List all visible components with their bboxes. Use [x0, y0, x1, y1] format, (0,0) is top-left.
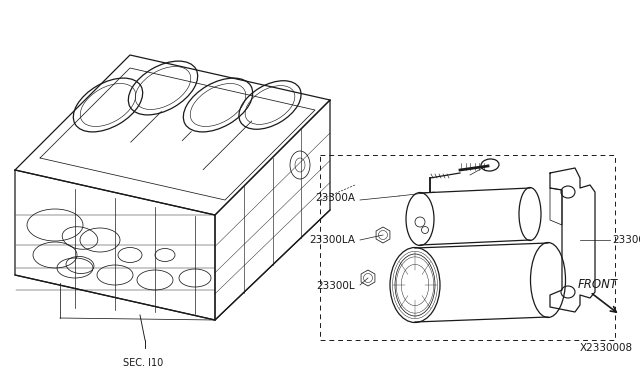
- Text: 23300L: 23300L: [316, 281, 355, 291]
- Text: 23300A: 23300A: [315, 193, 355, 203]
- Text: SEC. I10: SEC. I10: [123, 358, 163, 368]
- Text: 23300LA: 23300LA: [309, 235, 355, 245]
- Text: 23300: 23300: [612, 235, 640, 245]
- Text: X2330008: X2330008: [580, 343, 633, 353]
- Text: FRONT: FRONT: [578, 279, 618, 292]
